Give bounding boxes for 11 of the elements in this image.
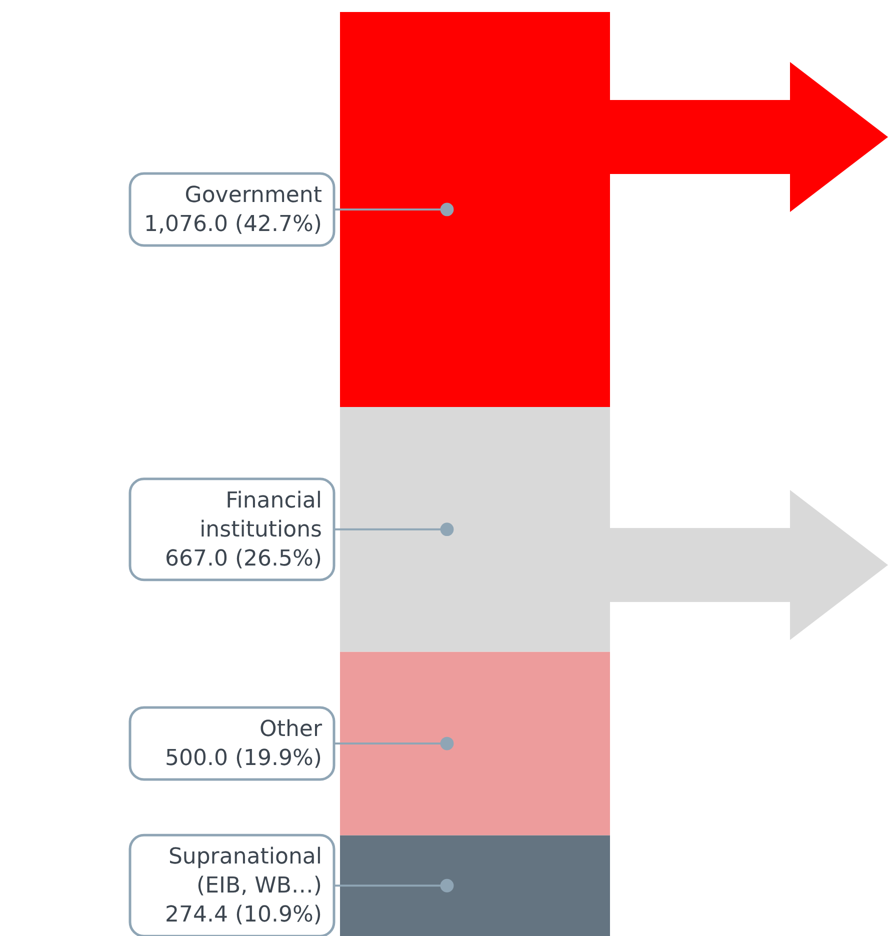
series-label: Other (260, 717, 323, 742)
data-label: 500.0 (19.9%) (164, 746, 322, 772)
data-label: 1,076.0 (42.7%) (144, 212, 322, 237)
bar (340, 12, 610, 407)
bar (340, 835, 610, 936)
data-label: 667.0 (26.5%) (164, 546, 322, 572)
series-label: Financial institutions (200, 488, 322, 542)
series-label: Supranational (EIB, WB…) (168, 844, 322, 899)
data-label: 274.4 (10.9%) (164, 902, 322, 928)
bar (340, 652, 610, 836)
series-label: Government (184, 182, 322, 208)
